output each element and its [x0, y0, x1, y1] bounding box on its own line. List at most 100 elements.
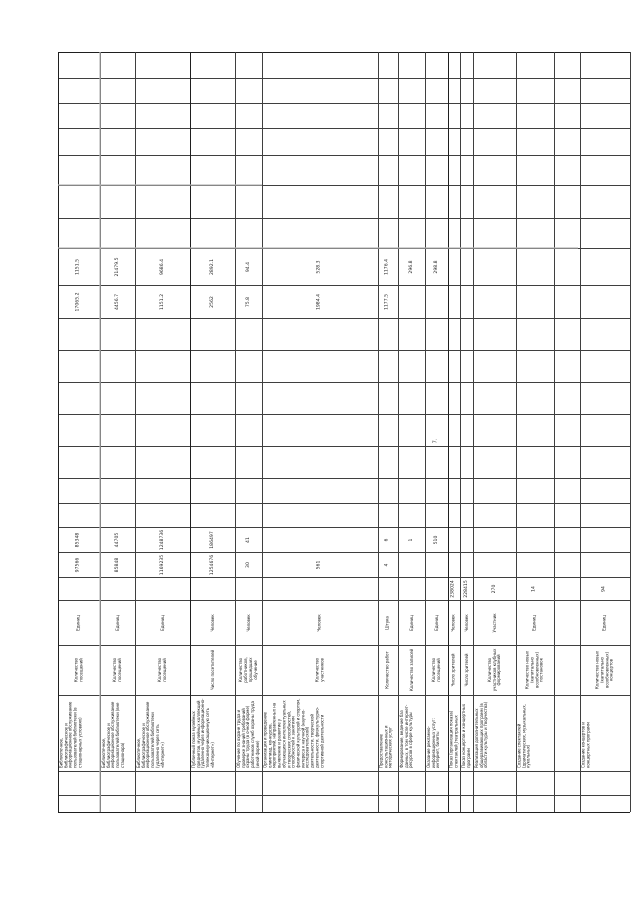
finance-value-cell-text: 4456.7	[114, 293, 120, 310]
indicator-cell-text: Число зрителей	[463, 653, 469, 687]
volume-value-cell: 1248736	[136, 528, 189, 551]
service-name-cell: Показ концертов и концертных программ	[461, 696, 472, 770]
table-gridline-horizontal	[58, 552, 630, 553]
volume-value-cell: 6	[379, 528, 397, 551]
table-gridline-vertical	[448, 52, 449, 812]
finance-value-cell: 528.3	[263, 249, 377, 284]
finance-value-cell: 298.8	[426, 249, 447, 284]
unit-cell-text: Единиц	[601, 614, 607, 631]
finance-value-cell: 2562	[191, 286, 234, 317]
finance-value-cell: 296.8	[399, 249, 424, 284]
table-gridline-horizontal	[58, 527, 630, 528]
unit-cell: Единиц	[426, 601, 447, 644]
service-name-cell-text: Реализация дополнительных общеразвивающи…	[474, 702, 488, 768]
volume-value-cell-text: 238024	[450, 579, 456, 598]
unit-cell: Единиц	[101, 601, 134, 644]
finance-value-cell: 2892.1	[191, 249, 234, 284]
unit-cell: Единиц	[517, 601, 553, 644]
volume-value-cell-text: 1	[408, 538, 414, 541]
service-name-cell-text: Предоставление консультационных и методи…	[379, 725, 393, 768]
table-gridline-horizontal	[58, 600, 630, 601]
volume-value-cell: 238024	[449, 578, 459, 599]
table-gridline-horizontal	[58, 103, 630, 104]
finance-value-cell: 4456.7	[101, 286, 134, 317]
finance-value-cell: 1151.5	[59, 249, 99, 284]
indicator-cell-text: Количество посещений	[430, 657, 441, 683]
table-gridline-vertical	[235, 52, 236, 812]
volume-value-cell-text: 270	[491, 584, 497, 593]
service-name-cell: Реализация дополнительных общеразвивающи…	[474, 696, 515, 770]
volume-value-cell-text: 1254676	[209, 554, 215, 575]
scan-smudge	[58, 247, 578, 249]
table-gridline-vertical	[580, 52, 581, 812]
unit-cell: Человек	[461, 601, 472, 644]
service-name-cell-text: Создание спектаклей (драматических, музы…	[517, 704, 531, 768]
table-gridline-vertical	[135, 52, 136, 812]
indicator-cell-text: Количество посещений	[111, 657, 122, 683]
table-gridline-vertical	[473, 52, 474, 812]
finance-value-cell: 75.8	[236, 286, 261, 317]
volume-value-cell: 94	[581, 578, 629, 599]
volume-value-cell: 228415	[461, 578, 472, 599]
finance-value-cell-text: 528.3	[316, 259, 322, 274]
volume-value-cell: 85348	[59, 528, 99, 551]
table-gridline-horizontal	[58, 695, 630, 696]
unit-cell-text: Штука	[384, 615, 390, 630]
finance-value-cell-text: 17065.2	[75, 292, 81, 311]
service-name-cell-text: Библиотечное, библиографическое и информ…	[59, 701, 83, 768]
unit-cell: Штука	[379, 601, 397, 644]
table-gridline-vertical	[425, 52, 426, 812]
finance-value-cell: 94.4	[236, 249, 261, 284]
finance-value-cell-text: 2892.1	[209, 258, 215, 275]
finance-value-cell-text: 1151.2	[159, 293, 165, 310]
service-name-cell-text: Показ концертов и концертных программ	[461, 703, 471, 768]
table-gridline-vertical	[378, 52, 379, 812]
volume-value-cell-text: 1169235	[159, 554, 165, 575]
indicator-cell-text: Количество новых (капитально возобновлен…	[524, 650, 544, 690]
unit-cell-text: Человек	[245, 613, 251, 632]
page-artifact-mark: 7.	[432, 438, 439, 444]
volume-value-cell-text: 94	[601, 585, 607, 592]
service-name-cell-text: Публичный показ музейных предметов, музе…	[191, 698, 215, 768]
unit-cell: Участник	[474, 601, 515, 644]
table-gridline-horizontal	[58, 577, 630, 578]
volume-value-cell: 4	[379, 553, 397, 576]
unit-cell-text: Единиц	[531, 614, 537, 631]
volume-value-cell: 44705	[101, 528, 134, 551]
table-gridline-horizontal	[58, 155, 630, 156]
indicator-cell: Количество новых (капитально возобновлен…	[517, 646, 553, 694]
indicator-cell: Количество работников, прошедших обучени…	[236, 646, 261, 694]
table-gridline-horizontal	[58, 350, 630, 351]
volume-value-cell-text: 510	[433, 535, 439, 544]
volume-value-cell: 85848	[101, 553, 134, 576]
finance-value-cell-text: 1176.4	[384, 258, 390, 275]
table-gridline-horizontal	[58, 446, 630, 447]
volume-value-cell-text: 30	[245, 561, 251, 568]
volume-value-cell: 186497	[191, 528, 234, 551]
volume-value-cell-text: 97566	[75, 557, 81, 572]
service-name-cell-text: Библиотечное, библиографическое и информ…	[101, 701, 125, 768]
service-name-cell: Оказание рекламно-информационных услуг: …	[426, 696, 447, 770]
volume-value-cell: 41	[236, 528, 261, 551]
unit-cell-text: Человек	[316, 613, 322, 632]
indicator-cell: Количество новых (капитально возобновлен…	[581, 646, 629, 694]
volume-value-cell-text: 14	[531, 585, 537, 592]
unit-cell: Человек	[449, 601, 459, 644]
service-name-cell: Предоставление консультационных и методи…	[379, 696, 397, 770]
volume-value-cell-text: 186497	[209, 530, 215, 549]
finance-value-cell: 1984.4	[263, 286, 377, 317]
table-gridline-vertical	[460, 52, 461, 812]
table-gridline-vertical	[516, 52, 517, 812]
unit-cell-text: Участник	[491, 612, 497, 633]
table-gridline-horizontal	[58, 218, 630, 219]
volume-value-cell-text: 228415	[463, 579, 469, 598]
unit-cell: Единиц	[136, 601, 189, 644]
service-name-cell-text: Организация и проведение олимпиад, конку…	[263, 698, 325, 768]
finance-value-cell-text: 1984.4	[316, 293, 322, 310]
volume-value-cell: 30	[236, 553, 261, 576]
volume-value-cell: 97566	[59, 553, 99, 576]
service-name-cell: Создание спектаклей (драматических, музы…	[517, 696, 553, 770]
finance-value-cell-text: 2562	[209, 295, 215, 308]
finance-value-cell-text: 296.8	[408, 259, 414, 274]
table-gridline-horizontal	[58, 382, 630, 383]
